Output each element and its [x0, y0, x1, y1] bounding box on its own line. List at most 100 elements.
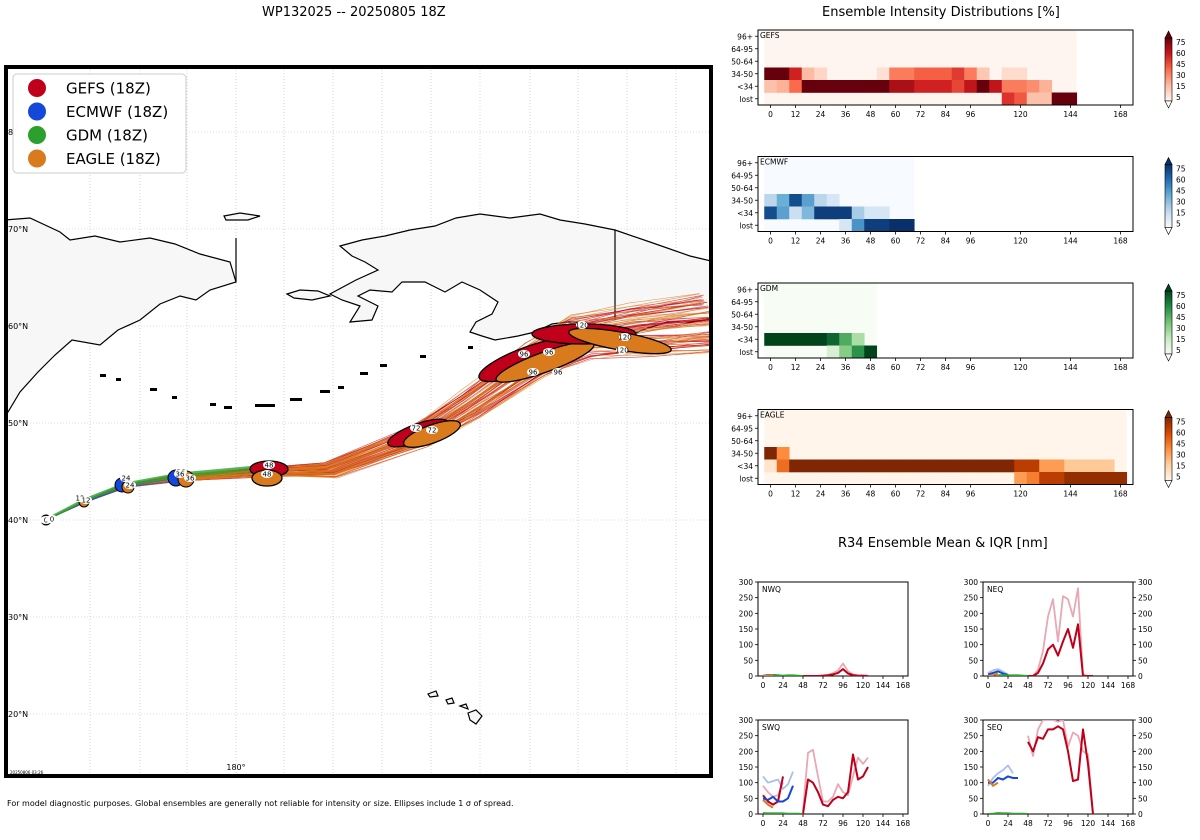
heatmap-cell — [1001, 80, 1015, 93]
heatmap-x-label: 48 — [866, 490, 876, 499]
series-ecmwf-iqr — [987, 668, 1009, 676]
x-tick-label: 120 — [1081, 681, 1096, 690]
gefs-hour-label: 120 — [575, 322, 588, 330]
legend-label: GEFS (18Z) — [66, 80, 151, 98]
heatmap-cell — [1001, 92, 1015, 106]
x-tick-label: 144 — [876, 681, 891, 690]
legend-marker — [28, 126, 46, 144]
x-tick-label: 0 — [761, 681, 766, 690]
heatmap-panel-label: EAGLE — [760, 411, 785, 420]
heatmap-x-label: 96 — [966, 363, 976, 372]
heatmap-cell — [764, 447, 778, 460]
legend-marker — [28, 79, 46, 97]
x-tick-label: 168 — [1121, 819, 1136, 828]
y-tick-label: 100 — [1138, 779, 1153, 788]
y-tick-label: 300 — [1138, 578, 1153, 587]
heatmap-cell — [789, 459, 803, 473]
x-tick-label: 72 — [1043, 681, 1053, 690]
heatmap-x-label: 168 — [1113, 110, 1128, 119]
hour-label-bg — [174, 470, 186, 478]
heatmap-cell — [964, 459, 978, 473]
heatmap-cell — [814, 194, 828, 207]
heatmap-cell — [939, 80, 953, 93]
heatmap-cell — [789, 333, 803, 346]
heatmap-cell — [839, 459, 853, 473]
y-tick-label: 0 — [748, 810, 753, 819]
x-tick-label: 144 — [1101, 819, 1116, 828]
colorbar-tick-label: 45 — [1176, 187, 1186, 196]
y-tick-label-left: 200 — [964, 747, 979, 756]
heatmap-x-label: 144 — [1063, 237, 1078, 246]
heatmap-row-label: 50-64 — [731, 184, 753, 193]
y-tick-label: 200 — [739, 609, 754, 618]
heatmap-cell — [964, 67, 978, 81]
x-tick-label: 48 — [798, 681, 808, 690]
heatmap-x-label: 60 — [891, 110, 901, 119]
y-tick-label: 50 — [743, 656, 753, 665]
heatmap-cell — [1014, 459, 1028, 473]
colorbar-tick-label: 75 — [1176, 165, 1186, 174]
heatmap-cell — [1014, 92, 1028, 106]
track-map: 0122436487296961200243612243648729696120… — [4, 65, 713, 778]
colorbar-tick-label: 15 — [1176, 462, 1186, 471]
y-tick-label-left: 100 — [964, 779, 979, 788]
heatmap-cell — [976, 80, 990, 93]
legend-marker — [28, 149, 46, 168]
heatmap-row-label: 96+ — [737, 159, 753, 168]
colorbar — [1164, 164, 1173, 228]
heatmap-cell — [764, 194, 778, 207]
heatmap-x-label: 144 — [1063, 110, 1078, 119]
x-tick-label: 48 — [798, 819, 808, 828]
x-tick-label: 120 — [856, 819, 871, 828]
series-gdm-mean — [762, 812, 804, 814]
heatmap-x-label: 72 — [916, 363, 926, 372]
y-tick-label-left: 200 — [964, 609, 979, 618]
plot-frame — [982, 581, 1134, 677]
heatmap-cell — [1101, 472, 1115, 485]
heatmap-row-label: <34 — [737, 462, 753, 471]
heatmap-row-label: <34 — [737, 335, 753, 344]
heatmap-cell — [926, 67, 940, 81]
y-tick-label-left: 0 — [973, 672, 978, 681]
y-tick-label: 250 — [739, 732, 754, 741]
y-tick-label: 200 — [739, 747, 754, 756]
heatmap-x-label: 120 — [1013, 490, 1028, 499]
heatmap-cell — [826, 459, 840, 473]
series-eagle-mean — [987, 778, 999, 787]
heatmap-panel-label: GEFS — [760, 31, 780, 40]
heatmap-x-label: 84 — [941, 490, 951, 499]
lat-label: 70°N — [8, 225, 28, 234]
heatmap-row-label: 96+ — [737, 285, 753, 294]
heatmap-cell — [826, 80, 840, 93]
gefs-hour-label: 72 — [412, 425, 421, 433]
colorbar — [1164, 417, 1173, 481]
colorbar-tick-label: 5 — [1176, 220, 1181, 229]
heatmap-row-label: 64-95 — [731, 45, 753, 54]
colorbar — [1164, 290, 1173, 355]
x-tick-label: 72 — [818, 819, 828, 828]
plot-frame — [757, 581, 909, 677]
heatmap-cell — [839, 219, 853, 232]
colorbar-extend-max — [1164, 156, 1173, 165]
heatmap-panel-label: GDM — [760, 284, 778, 293]
heatmap-x-label: 168 — [1113, 237, 1128, 246]
x-tick-label: 96 — [838, 819, 848, 828]
colorbar-extend-max — [1164, 30, 1173, 39]
colorbar-tick-label: 15 — [1176, 335, 1186, 344]
colorbar-tick-label: 45 — [1176, 313, 1186, 322]
eagle-hour-label: 96 — [529, 369, 538, 377]
y-tick-label-left: 300 — [964, 578, 979, 587]
heatmap-cell — [876, 80, 890, 93]
heatmap-row-label: <34 — [737, 82, 753, 91]
heatmap-cell — [864, 345, 878, 359]
heatmap-cell — [989, 80, 1003, 93]
series-ecmwf-mean — [762, 785, 794, 803]
heatmap-cell — [826, 345, 840, 359]
hour-label-bg — [80, 496, 92, 504]
heatmap-cell — [776, 67, 790, 81]
hour-label-bg — [426, 426, 438, 434]
series-gdm-mean — [987, 812, 1029, 814]
heatmap-cell — [1014, 67, 1028, 81]
heatmap-cell — [864, 459, 878, 473]
x-tick-label: 120 — [856, 681, 871, 690]
